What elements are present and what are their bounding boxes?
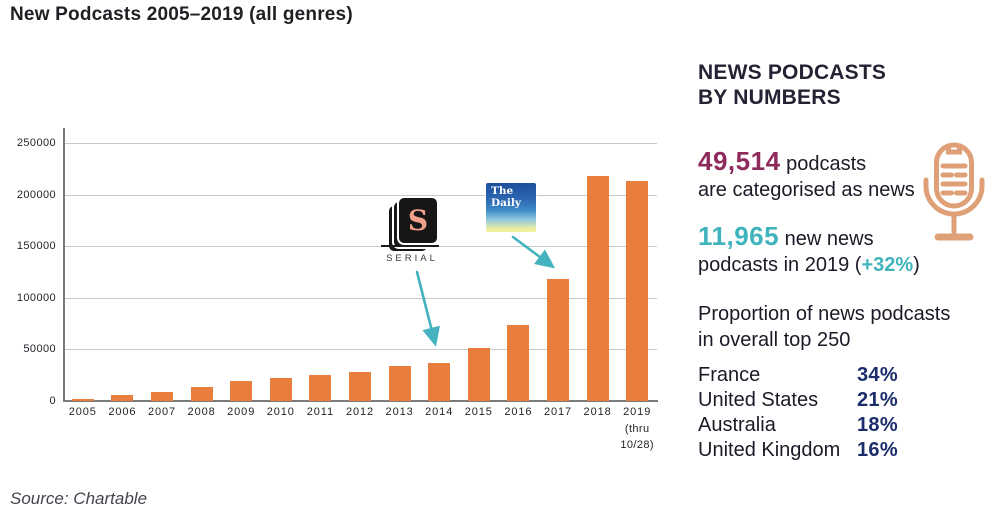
serial-card-front: S: [397, 196, 439, 245]
stat2-line2-prefix: podcasts in 2019 (: [698, 254, 862, 276]
country-percent: 34%: [857, 364, 898, 386]
bar-2011: [309, 375, 332, 401]
bar-2019: [626, 181, 649, 401]
gridline-200000: [63, 194, 657, 196]
stat2-text: new news: [779, 228, 874, 250]
proportion-line1: Proportion of news podcasts: [698, 303, 951, 325]
x-axis-note-line2: 10/28): [620, 439, 654, 451]
y-axis-label-150000: 150000: [16, 240, 56, 253]
x-axis-label-2008: 2008: [187, 406, 216, 418]
x-axis-label-2019: 2019: [623, 406, 652, 418]
x-axis-label-2014: 2014: [425, 406, 454, 418]
x-axis-label-2017: 2017: [543, 406, 573, 418]
stat2-line2-suffix: ): [913, 254, 920, 276]
microphone-icon: [923, 142, 985, 241]
the-daily-logo: The Daily: [486, 183, 536, 232]
country-name: United Kingdom: [698, 439, 841, 461]
panel-heading-line2: BY NUMBERS: [698, 86, 841, 109]
country-row: United States 21%: [698, 388, 938, 413]
serial-s-letter: S: [407, 203, 429, 237]
x-axis-label-2010: 2010: [266, 406, 295, 418]
x-axis-label-2018: 2018: [583, 406, 612, 418]
bar-2015: [467, 348, 490, 401]
serial-shelf-line: [381, 245, 439, 247]
bar-2016: [507, 324, 530, 401]
bar-2017: [547, 279, 569, 401]
stat-new-news-2019: 11,965 new news podcasts in 2019 (+32%): [698, 223, 938, 278]
x-axis-label-2012: 2012: [345, 406, 375, 418]
x-axis-label-2016: 2016: [504, 406, 533, 418]
serial-logo: S SERIAL: [381, 193, 443, 271]
bar-2012: [349, 371, 371, 401]
country-percent: 16%: [857, 439, 898, 461]
bar-2007: [151, 391, 173, 401]
stat-categorised-as-news: 49,514 podcasts are categorised as news: [698, 148, 928, 203]
x-axis-line: [63, 400, 658, 402]
country-row: United Kingdom 16%: [698, 438, 938, 463]
bar-2008: [190, 386, 213, 401]
y-axis-label-200000: 200000: [16, 188, 56, 201]
the-daily-line2: Daily: [491, 196, 521, 209]
country-percent: 21%: [857, 389, 898, 411]
the-daily-line1: The: [491, 185, 514, 197]
gridline-100000: [63, 297, 657, 299]
bar-2005: [71, 398, 94, 401]
bar-2006: [111, 395, 134, 401]
country-name: United States: [698, 389, 819, 411]
gridline-150000: [63, 246, 657, 248]
x-axis-label-2011: 2011: [306, 406, 335, 418]
x-axis-label-2013: 2013: [385, 406, 414, 418]
y-axis-label-50000: 50000: [23, 343, 56, 356]
serial-label: SERIAL: [386, 253, 438, 264]
stat1-line2: are categorised as news: [698, 179, 915, 201]
stat1-text: podcasts: [780, 153, 867, 175]
bar-2014: [428, 363, 451, 401]
country-percent: 18%: [857, 414, 898, 436]
x-axis-note-line1: (thru: [624, 423, 650, 435]
stat2-number: 11,965: [698, 221, 780, 251]
x-axis-label-2005: 2005: [68, 406, 97, 418]
proportion-heading: Proportion of news podcasts in overall t…: [698, 301, 950, 353]
panel-heading-line1: NEWS PODCASTS: [698, 61, 887, 84]
bar-2010: [269, 378, 292, 401]
x-axis-label-2007: 2007: [147, 406, 177, 418]
x-axis-label-2006: 2006: [108, 406, 137, 418]
chart-title: New Podcasts 2005–2019 (all genres): [10, 4, 353, 25]
country-name: France: [698, 364, 761, 386]
bar-2009: [230, 381, 253, 401]
country-row: Australia 18%: [698, 413, 938, 438]
bar-2018: [586, 176, 609, 401]
country-row: France 34%: [698, 363, 938, 388]
y-axis-label-250000: 250000: [16, 137, 56, 149]
stat2-growth: +32%: [861, 254, 914, 276]
bar-2013: [388, 365, 411, 401]
y-axis-label-0: 0: [49, 395, 56, 407]
daily-arrow: [511, 235, 556, 269]
serial-arrow: [415, 270, 440, 347]
country-name: Australia: [698, 414, 776, 436]
news-podcasts-panel: NEWS PODCASTS BY NUMBERS 49,514 podcasts…: [698, 60, 990, 480]
gridline-50000: [63, 349, 657, 351]
country-list: France 34% United States 21% Australia 18% Uni…: [698, 363, 938, 463]
gridline-250000: [63, 143, 657, 144]
x-axis-label-2009: 2009: [227, 406, 256, 418]
stat1-number: 49,514: [698, 146, 781, 176]
y-axis-line: [63, 128, 65, 401]
x-axis-label-2015: 2015: [464, 406, 493, 418]
proportion-line2: in overall top 250: [698, 329, 851, 351]
source-caption: Source: Chartable: [10, 489, 148, 508]
the-daily-logo-text: The Daily: [486, 183, 536, 209]
y-axis-label-100000: 100000: [16, 291, 56, 304]
